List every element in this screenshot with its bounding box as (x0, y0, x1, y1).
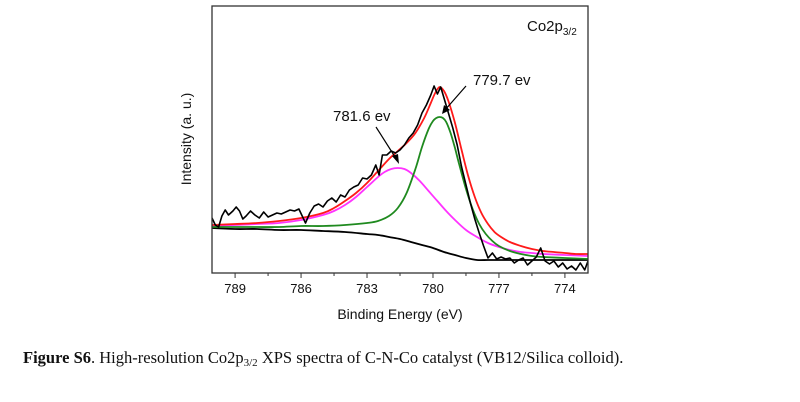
caption-text-1: . High-resolution Co2p (91, 348, 244, 367)
caption-text-2: XPS spectra of C-N-Co catalyst (VB12/Sil… (257, 348, 624, 367)
series-fit-peak-1 (212, 167, 588, 257)
caption-label: Figure S6 (23, 348, 91, 367)
annotation-arrow-781-6 (375, 126, 398, 161)
series-fit-envelope (212, 86, 588, 255)
x-tick-label: 783 (356, 281, 378, 296)
annotation-781-6: 781.6 ev (333, 108, 391, 125)
caption-sub: 3/2 (243, 357, 258, 369)
xps-chart: 789 786 783 780 777 774 781.6 ev 779.7 ev Co2… (178, 5, 589, 322)
x-tick-label: 774 (554, 281, 576, 296)
y-axis-title: Intensity (a. u.) (178, 93, 194, 186)
series-experimental (212, 85, 588, 271)
annotation-779-7: 779.7 ev (473, 72, 531, 89)
x-tick-label: 789 (224, 281, 246, 296)
x-tick-label: 786 (290, 281, 312, 296)
x-axis-title: Binding Energy (eV) (337, 306, 462, 322)
panel-label-sub: 3/2 (563, 27, 577, 38)
arrowhead-icon (442, 105, 450, 114)
series-fit-peak-2 (212, 116, 588, 260)
figure-caption: Figure S6. High-resolution Co2p3/2 XPS s… (23, 348, 783, 369)
annotation-arrow-779-7 (444, 85, 467, 111)
panel-label: Co2p3/2 (527, 18, 577, 38)
arrowhead-icon (392, 154, 399, 164)
series-background (212, 227, 588, 262)
x-tick-label: 777 (488, 281, 510, 296)
x-tick-label: 780 (422, 281, 444, 296)
plot-frame (211, 5, 589, 274)
